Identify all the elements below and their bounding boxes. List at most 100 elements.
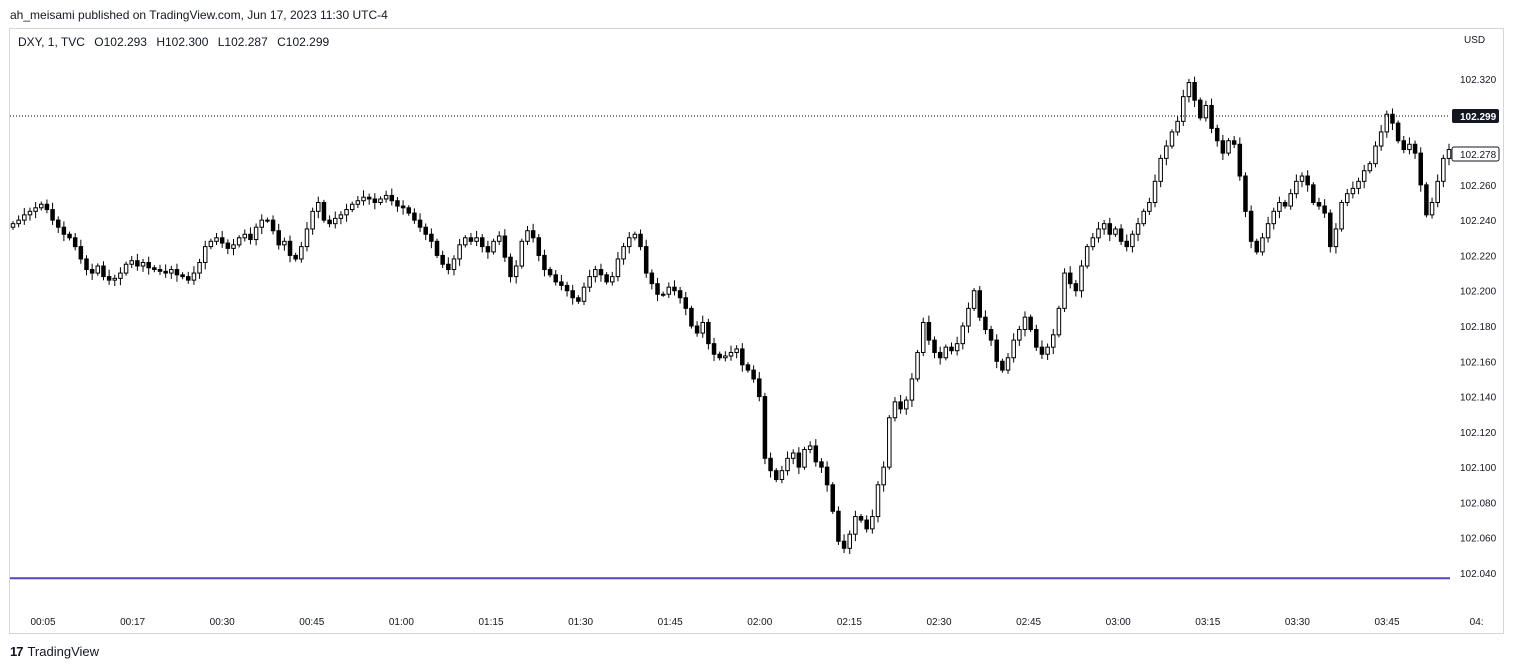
candle-down xyxy=(321,202,327,221)
candle-down xyxy=(1220,140,1226,154)
candle-up xyxy=(112,277,118,281)
candle-up xyxy=(1175,120,1180,133)
candle-down xyxy=(542,254,547,271)
candle-down xyxy=(949,346,954,352)
candle-down xyxy=(429,233,434,242)
candle-down xyxy=(672,286,677,292)
candle-up xyxy=(920,321,926,353)
candle-up xyxy=(1017,329,1022,341)
candle-down xyxy=(78,246,84,260)
y-tick-label: 102.200 xyxy=(1460,287,1497,298)
candle-up xyxy=(1429,202,1435,216)
candle-down xyxy=(423,226,428,235)
candle-down xyxy=(1039,346,1045,355)
candle-down xyxy=(1418,152,1423,186)
candle-down xyxy=(836,510,841,542)
candle-up xyxy=(22,214,27,221)
open-value: O102.293 xyxy=(94,35,147,49)
x-tick-label: 03:45 xyxy=(1374,617,1399,628)
low-value: L102.287 xyxy=(217,35,268,49)
footer-brand[interactable]: 17 TradingView xyxy=(10,644,99,659)
candle-up xyxy=(27,210,33,216)
currency-label: USD xyxy=(1464,35,1485,46)
candle-down xyxy=(276,230,281,246)
secondary-price-badge: 102.278 xyxy=(1451,146,1500,162)
candle-down xyxy=(440,254,445,265)
candle-down xyxy=(152,267,157,271)
x-tick-label: 02:45 xyxy=(1016,617,1041,628)
candle-down xyxy=(1390,113,1395,124)
candle-up xyxy=(169,269,174,274)
candle-up xyxy=(338,214,344,219)
candle-down xyxy=(1192,82,1197,101)
candle-down xyxy=(536,237,542,256)
candle-down xyxy=(366,196,372,200)
candle-down xyxy=(270,219,276,232)
candle-up xyxy=(853,516,858,535)
candle-up xyxy=(1050,334,1056,348)
candle-down xyxy=(824,466,830,486)
y-tick-label: 102.080 xyxy=(1460,498,1497,509)
candle-down xyxy=(813,445,819,463)
candle-up xyxy=(1288,193,1293,207)
candle-up xyxy=(1181,96,1186,122)
candle-down xyxy=(677,290,683,299)
candle-up xyxy=(1169,131,1175,147)
x-tick-label: 03:00 xyxy=(1106,617,1131,628)
candle-up xyxy=(1079,265,1084,292)
candle-down xyxy=(1107,223,1113,235)
candle-down xyxy=(655,283,660,295)
candle-up xyxy=(332,217,338,225)
candle-down xyxy=(61,226,67,235)
candle-up xyxy=(1141,210,1146,225)
candle-down xyxy=(683,297,689,309)
candle-up xyxy=(378,198,383,204)
y-tick-label: 102.060 xyxy=(1460,534,1497,545)
candle-down xyxy=(740,348,745,366)
candle-up xyxy=(779,470,785,480)
candle-up xyxy=(1022,316,1028,331)
candle-down xyxy=(1118,228,1124,242)
candle-down xyxy=(135,260,140,267)
candle-down xyxy=(694,325,700,334)
candle-down xyxy=(983,316,988,331)
candle-down xyxy=(598,269,604,276)
candle-up xyxy=(1226,140,1231,154)
x-tick-label: 00:05 xyxy=(30,617,55,628)
candle-up xyxy=(10,223,16,228)
x-tick-label: 04: xyxy=(1470,617,1484,628)
candle-down xyxy=(643,246,649,274)
candle-down xyxy=(1243,175,1248,212)
candle-down xyxy=(1395,122,1401,142)
candle-down xyxy=(485,246,491,253)
candle-down xyxy=(604,274,609,283)
candle-up xyxy=(1407,143,1412,151)
candle-down xyxy=(1073,283,1079,292)
candle-down xyxy=(395,200,400,207)
candle-down xyxy=(180,274,185,278)
symbol-legend: DXY, 1, TVC O102.293 H102.300 L102.287 C… xyxy=(18,35,335,49)
x-tick-label: 00:30 xyxy=(210,617,235,628)
candle-up xyxy=(1186,82,1192,98)
candle-down xyxy=(508,256,513,278)
y-tick-label: 102.100 xyxy=(1460,463,1497,474)
candle-down xyxy=(219,237,225,244)
x-tick-label: 01:30 xyxy=(568,617,593,628)
candle-down xyxy=(638,233,643,248)
candle-down xyxy=(502,235,508,258)
candle-down xyxy=(146,261,151,269)
candle-up xyxy=(723,355,728,359)
candle-up xyxy=(1152,180,1158,203)
candle-up xyxy=(1147,202,1152,212)
candle-down xyxy=(977,290,983,318)
candle-up xyxy=(253,226,259,241)
candle-up xyxy=(1333,228,1339,248)
candle-down xyxy=(293,254,298,260)
candle-down xyxy=(101,265,106,278)
candle-up xyxy=(632,233,638,239)
candle-down xyxy=(1067,272,1073,285)
candle-down xyxy=(163,270,168,274)
candle-up xyxy=(304,228,310,248)
candle-up xyxy=(1203,104,1209,119)
